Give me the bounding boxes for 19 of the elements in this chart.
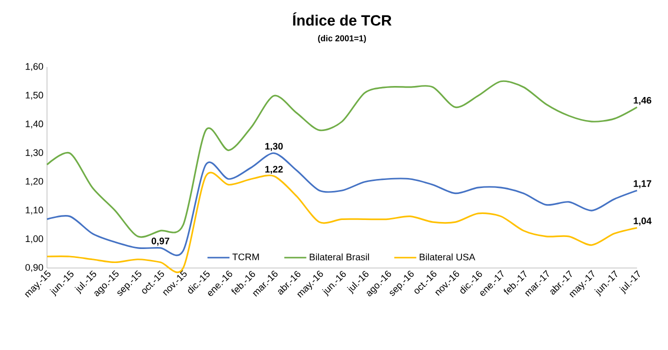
y-tick-label: 1,20 [26, 178, 44, 186]
chart-subtitle: (dic 2001=1) [318, 35, 366, 43]
data-label: 1,04 [634, 218, 652, 226]
y-tick-label: 1,10 [26, 206, 44, 214]
legend-label: Bilateral Brasil [310, 253, 369, 260]
chart-title: Índice de TCR [292, 12, 392, 26]
y-tick-label: 1,30 [26, 149, 44, 158]
y-tick-label: 1,50 [26, 92, 44, 100]
legend-label: Bilateral USA [420, 253, 476, 260]
data-label: 1,46 [634, 96, 652, 106]
data-label: 0,97 [152, 238, 170, 246]
y-tick-label: 1,60 [26, 63, 44, 71]
y-tick-label: 1,00 [26, 235, 44, 244]
data-label: 1,22 [265, 166, 283, 174]
legend-label: TCRM [232, 254, 259, 260]
data-label: 1,17 [634, 180, 652, 188]
y-tick-label: 1,40 [26, 120, 44, 128]
y-tick-label: 0,90 [25, 264, 44, 272]
data-label: 1,30 [265, 142, 283, 151]
